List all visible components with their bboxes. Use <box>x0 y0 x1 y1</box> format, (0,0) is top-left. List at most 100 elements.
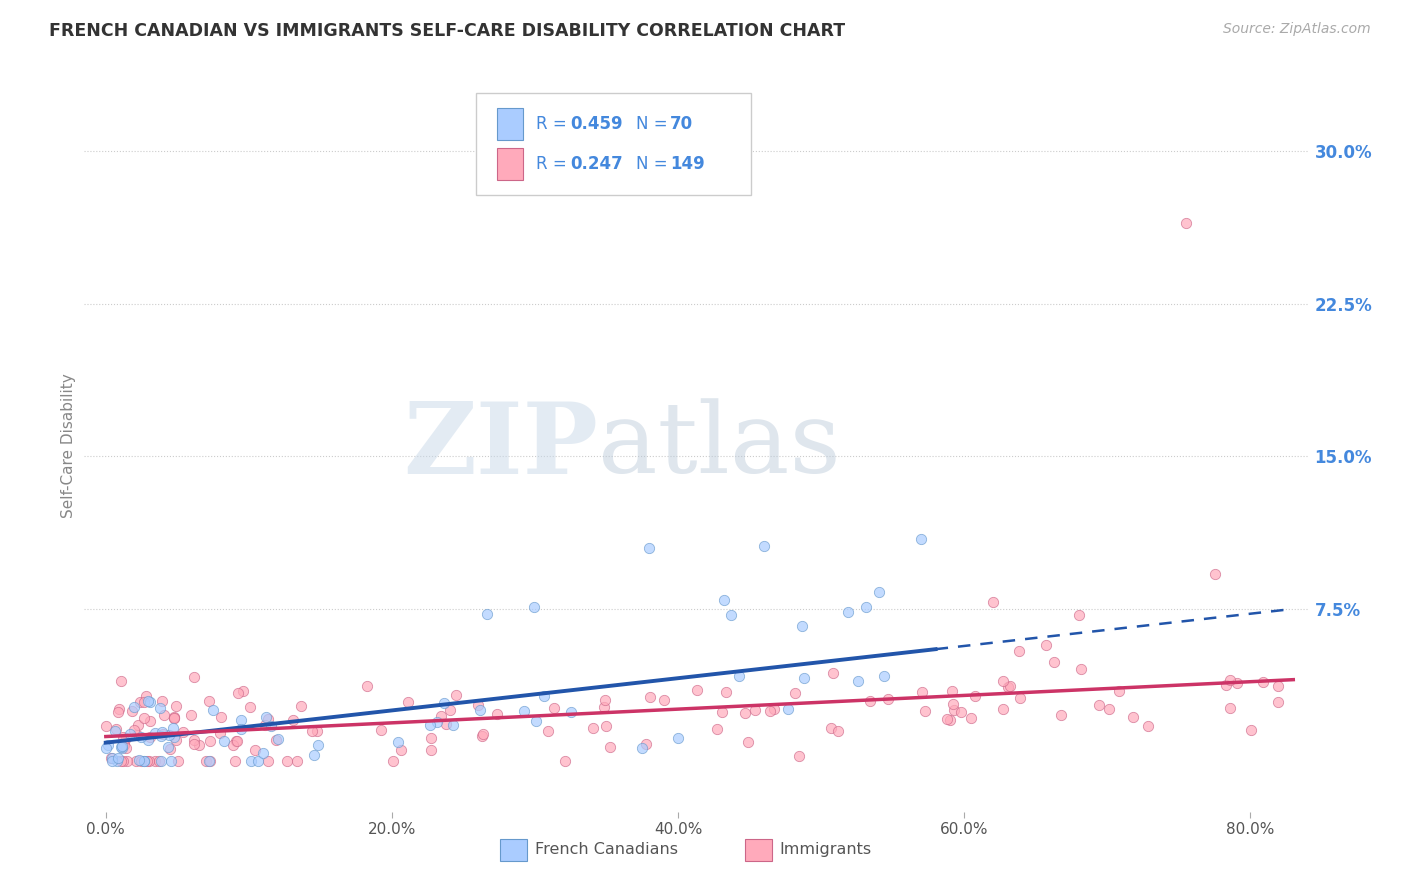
Point <box>827 723 849 738</box>
Point <box>198 754 221 768</box>
Point <box>638 541 661 555</box>
Point <box>122 723 145 737</box>
Point <box>105 722 128 736</box>
Y-axis label: Self-Care Disability: Self-Care Disability <box>60 374 76 518</box>
Point <box>129 695 152 709</box>
Point <box>122 700 145 714</box>
Point <box>114 740 136 755</box>
Point <box>485 706 508 721</box>
Text: Immigrants: Immigrants <box>779 842 872 857</box>
Point <box>787 748 810 763</box>
Point <box>981 595 1004 609</box>
Point <box>763 702 786 716</box>
Point <box>240 754 263 768</box>
Point <box>910 533 932 547</box>
Point <box>281 713 304 727</box>
Point <box>111 740 134 755</box>
Point <box>1098 702 1121 716</box>
Point <box>595 719 617 733</box>
Point <box>138 730 160 744</box>
Point <box>744 703 766 717</box>
Point <box>209 710 232 724</box>
Point <box>162 721 184 735</box>
Point <box>239 700 262 714</box>
Point <box>855 600 877 615</box>
Point <box>253 718 276 732</box>
Point <box>472 726 495 740</box>
Point <box>94 719 117 733</box>
Text: atlas: atlas <box>598 398 841 494</box>
Point <box>162 730 184 744</box>
Point <box>820 722 842 736</box>
Point <box>790 619 813 633</box>
Point <box>114 737 136 751</box>
Point <box>152 727 174 741</box>
Point <box>876 692 898 706</box>
Point <box>638 690 661 705</box>
Point <box>991 674 1014 689</box>
Point <box>998 679 1021 693</box>
Point <box>543 701 565 715</box>
Point <box>593 692 616 706</box>
Point <box>872 669 894 683</box>
Point <box>212 734 235 748</box>
Point <box>156 740 179 755</box>
Point <box>111 754 134 768</box>
Point <box>592 699 614 714</box>
Point <box>136 732 159 747</box>
Point <box>467 698 489 712</box>
Point <box>914 704 936 718</box>
Text: French Canadians: French Canadians <box>534 842 678 857</box>
Point <box>97 739 120 753</box>
Point <box>194 754 217 768</box>
Point <box>419 743 441 757</box>
Point <box>100 751 122 765</box>
Text: FRENCH CANADIAN VS IMMIGRANTS SELF-CARE DISABILITY CORRELATION CHART: FRENCH CANADIAN VS IMMIGRANTS SELF-CARE … <box>49 22 845 40</box>
Point <box>129 754 152 768</box>
Point <box>1008 644 1031 658</box>
Point <box>1218 700 1240 714</box>
Point <box>537 724 560 739</box>
Point <box>224 754 246 768</box>
Point <box>308 739 330 753</box>
Text: R =: R = <box>536 154 572 173</box>
Point <box>125 754 148 768</box>
Point <box>713 593 735 607</box>
Point <box>446 688 468 702</box>
Point <box>706 722 728 736</box>
Point <box>942 697 965 711</box>
Point <box>121 704 143 718</box>
Point <box>1267 679 1289 693</box>
Point <box>935 712 957 726</box>
Point <box>1219 673 1241 687</box>
Point <box>911 684 934 698</box>
Point <box>96 740 118 755</box>
Point <box>599 739 621 754</box>
Point <box>1070 662 1092 676</box>
Text: N =: N = <box>636 154 673 173</box>
Point <box>101 754 124 768</box>
Point <box>132 696 155 710</box>
Point <box>1175 215 1198 229</box>
Point <box>183 670 205 684</box>
Point <box>433 697 456 711</box>
Point <box>101 751 124 765</box>
Point <box>1067 607 1090 622</box>
Point <box>139 714 162 729</box>
Point <box>111 739 134 753</box>
Point <box>631 741 654 756</box>
Point <box>1215 678 1237 692</box>
Point <box>737 735 759 749</box>
Point <box>441 718 464 732</box>
Point <box>226 686 249 700</box>
Text: 149: 149 <box>671 154 704 173</box>
Point <box>686 683 709 698</box>
Point <box>439 703 461 717</box>
Point <box>128 753 150 767</box>
Point <box>165 732 187 747</box>
Point <box>554 754 576 768</box>
Point <box>110 739 132 754</box>
Point <box>997 680 1019 694</box>
Point <box>183 733 205 747</box>
Point <box>734 706 756 721</box>
